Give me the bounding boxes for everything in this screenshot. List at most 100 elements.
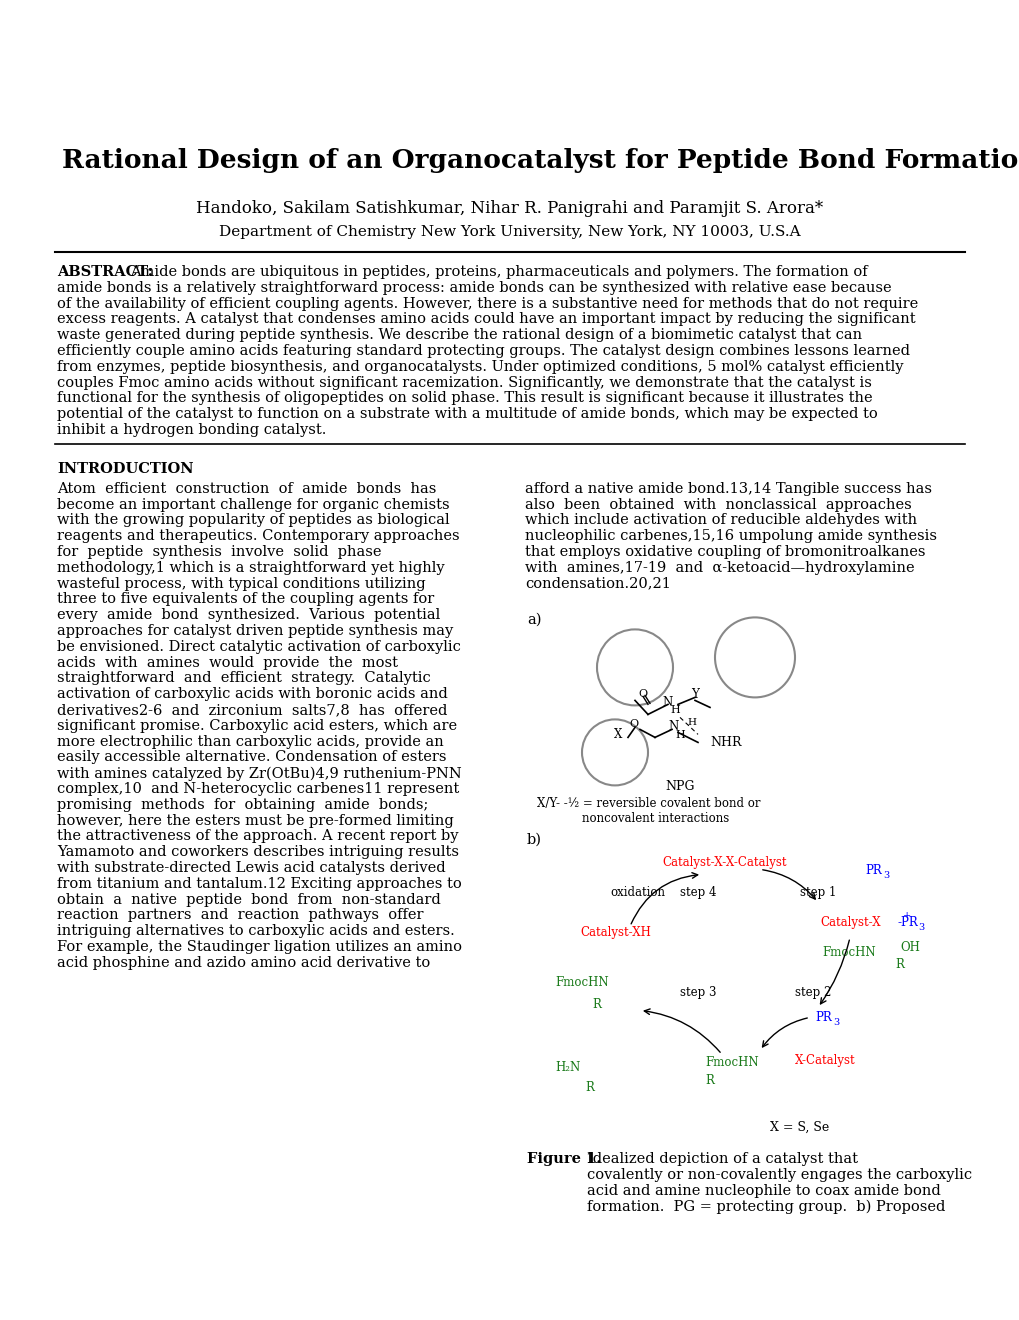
Text: condensation.20,21: condensation.20,21 [525,577,671,590]
Text: couples Fmoc amino acids without significant racemization. Significantly, we dem: couples Fmoc amino acids without signifi… [57,376,871,389]
Text: X = S, Se: X = S, Se [769,1121,828,1134]
Text: OH: OH [899,941,919,954]
Text: methodology,1 which is a straightforward yet highly: methodology,1 which is a straightforward… [57,561,444,574]
Text: step 1: step 1 [799,886,836,899]
Text: of the availability of efficient coupling agents. However, there is a substantiv: of the availability of efficient couplin… [57,297,917,310]
Text: Figure 1.: Figure 1. [527,1152,601,1167]
Text: for  peptide  synthesis  involve  solid  phase: for peptide synthesis involve solid phas… [57,545,381,558]
Text: complex,10  and N-heterocyclic carbenes11 represent: complex,10 and N-heterocyclic carbenes11… [57,781,459,796]
Text: R: R [585,1081,593,1094]
Text: a): a) [527,612,541,627]
Text: be envisioned. Direct catalytic activation of carboxylic: be envisioned. Direct catalytic activati… [57,640,461,653]
Text: become an important challenge for organic chemists: become an important challenge for organi… [57,498,449,512]
Text: NPG: NPG [664,780,694,793]
Text: b): b) [527,833,541,846]
Text: H: H [675,730,684,741]
Text: afford a native amide bond.13,14 Tangible success has: afford a native amide bond.13,14 Tangibl… [525,482,931,496]
Text: ABSTRACT:: ABSTRACT: [57,265,153,279]
Text: reagents and therapeutics. Contemporary approaches: reagents and therapeutics. Contemporary … [57,529,460,544]
Text: PR: PR [864,863,880,876]
Text: nucleophilic carbenes,15,16 umpolung amide synthesis: nucleophilic carbenes,15,16 umpolung ami… [525,529,936,544]
Text: however, here the esters must be pre-formed limiting: however, here the esters must be pre-for… [57,813,453,828]
Text: 3: 3 [833,1018,839,1027]
Text: step 4: step 4 [680,886,715,899]
Text: Catalyst-X-X-Catalyst: Catalyst-X-X-Catalyst [662,855,787,869]
Text: approaches for catalyst driven peptide synthesis may: approaches for catalyst driven peptide s… [57,624,452,638]
Text: Catalyst-X: Catalyst-X [819,916,879,929]
Text: 3: 3 [882,871,889,880]
Text: every  amide  bond  synthesized.  Various  potential: every amide bond synthesized. Various po… [57,609,440,622]
Text: FmocHN: FmocHN [821,946,874,958]
Text: reaction  partners  and  reaction  pathways  offer: reaction partners and reaction pathways … [57,908,423,923]
Text: NHR: NHR [709,737,741,748]
Text: oxidation: oxidation [609,886,664,899]
Text: H: H [669,705,680,715]
Text: Yamamoto and coworkers describes intriguing results: Yamamoto and coworkers describes intrigu… [57,845,459,859]
Text: the attractiveness of the approach. A recent report by: the attractiveness of the approach. A re… [57,829,459,843]
Text: intriguing alternatives to carboxylic acids and esters.: intriguing alternatives to carboxylic ac… [57,924,454,939]
Text: FmocHN: FmocHN [554,975,608,989]
Text: with substrate-directed Lewis acid catalysts derived: with substrate-directed Lewis acid catal… [57,861,445,875]
Text: +: + [902,911,910,920]
Text: N: N [668,719,679,733]
Text: -PR: -PR [897,916,918,929]
Text: O: O [629,719,638,730]
Text: Y: Y [691,688,698,701]
Text: acid and amine nucleophile to coax amide bond: acid and amine nucleophile to coax amide… [586,1184,940,1199]
Text: waste generated during peptide synthesis. We describe the rational design of a b: waste generated during peptide synthesis… [57,329,861,342]
Text: noncovalent interactions: noncovalent interactions [536,812,729,825]
Text: with  amines,17-19  and  α-ketoacid—hydroxylamine: with amines,17-19 and α-ketoacid—hydroxy… [525,561,914,574]
Text: straightforward  and  efficient  strategy.  Catalytic: straightforward and efficient strategy. … [57,672,430,685]
Text: obtain  a  native  peptide  bond  from  non-standard: obtain a native peptide bond from non-st… [57,892,440,907]
Text: H: H [687,718,696,727]
Text: H₂N: H₂N [554,1061,580,1074]
Text: more electrophilic than carboxylic acids, provide an: more electrophilic than carboxylic acids… [57,735,443,748]
Text: R: R [591,998,600,1011]
Text: N: N [662,696,673,709]
Text: 3: 3 [917,923,923,932]
Text: covalently or non-covalently engages the carboxylic: covalently or non-covalently engages the… [586,1168,971,1183]
Text: that employs oxidative coupling of bromonitroalkanes: that employs oxidative coupling of bromo… [525,545,924,558]
Text: functional for the synthesis of oligopeptides on solid phase. This result is sig: functional for the synthesis of oligopep… [57,392,872,405]
Text: step 3: step 3 [680,986,715,999]
Text: from titanium and tantalum.12 Exciting approaches to: from titanium and tantalum.12 Exciting a… [57,876,462,891]
Text: PR: PR [814,1011,830,1024]
Text: Rational Design of an Organocatalyst for Peptide Bond Formation: Rational Design of an Organocatalyst for… [62,148,1019,173]
Text: X-Catalyst: X-Catalyst [794,1053,855,1067]
Text: which include activation of reducible aldehydes with: which include activation of reducible al… [525,513,916,528]
Text: INTRODUCTION: INTRODUCTION [57,462,194,475]
Text: efficiently couple amino acids featuring standard protecting groups. The catalys: efficiently couple amino acids featuring… [57,345,909,358]
Text: amide bonds is a relatively straightforward process: amide bonds can be synthesi: amide bonds is a relatively straightforw… [57,281,891,294]
Text: potential of the catalyst to function on a substrate with a multitude of amide b: potential of the catalyst to function on… [57,407,877,421]
Text: activation of carboxylic acids with boronic acids and: activation of carboxylic acids with boro… [57,688,447,701]
Text: wasteful process, with typical conditions utilizing: wasteful process, with typical condition… [57,577,425,590]
Text: also  been  obtained  with  nonclassical  approaches: also been obtained with nonclassical app… [525,498,911,512]
Text: X/Y- -½ = reversible covalent bond or: X/Y- -½ = reversible covalent bond or [536,797,760,810]
Text: Handoko, Sakilam Satishkumar, Nihar R. Panigrahi and Paramjit S. Arora*: Handoko, Sakilam Satishkumar, Nihar R. P… [197,201,822,216]
Text: Amide bonds are ubiquitous in peptides, proteins, pharmaceuticals and polymers. : Amide bonds are ubiquitous in peptides, … [129,265,867,279]
Text: acid phosphine and azido amino acid derivative to: acid phosphine and azido amino acid deri… [57,956,430,970]
Text: Catalyst-XH: Catalyst-XH [580,925,650,939]
Text: inhibit a hydrogen bonding catalyst.: inhibit a hydrogen bonding catalyst. [57,422,326,437]
Text: with amines catalyzed by Zr(OtBu)4,9 ruthenium-PNN: with amines catalyzed by Zr(OtBu)4,9 rut… [57,766,462,780]
Text: excess reagents. A catalyst that condenses amino acids could have an important i: excess reagents. A catalyst that condens… [57,313,915,326]
Text: acids  with  amines  would  provide  the  most: acids with amines would provide the most [57,656,397,669]
Text: three to five equivalents of the coupling agents for: three to five equivalents of the couplin… [57,593,434,606]
Text: easily accessible alternative. Condensation of esters: easily accessible alternative. Condensat… [57,750,446,764]
Text: step 2: step 2 [794,986,830,999]
Text: from enzymes, peptide biosynthesis, and organocatalysts. Under optimized conditi: from enzymes, peptide biosynthesis, and … [57,360,903,374]
Text: derivatives2-6  and  zirconium  salts7,8  has  offered: derivatives2-6 and zirconium salts7,8 ha… [57,704,447,717]
Text: R: R [894,958,903,972]
Text: significant promise. Carboxylic acid esters, which are: significant promise. Carboxylic acid est… [57,719,457,733]
Text: Atom  efficient  construction  of  amide  bonds  has: Atom efficient construction of amide bon… [57,482,436,496]
Text: promising  methods  for  obtaining  amide  bonds;: promising methods for obtaining amide bo… [57,797,428,812]
Text: with the growing popularity of peptides as biological: with the growing popularity of peptides … [57,513,449,528]
Text: O: O [638,689,647,700]
Text: X: X [613,727,622,741]
Text: FmocHN: FmocHN [704,1056,758,1069]
Text: R: R [704,1074,713,1086]
Text: formation.  PG = protecting group.  b) Proposed: formation. PG = protecting group. b) Pro… [586,1200,945,1214]
Text: Idealized depiction of a catalyst that: Idealized depiction of a catalyst that [586,1152,857,1167]
Text: Department of Chemistry New York University, New York, NY 10003, U.S.A: Department of Chemistry New York Univers… [219,224,800,239]
Text: For example, the Staudinger ligation utilizes an amino: For example, the Staudinger ligation uti… [57,940,462,954]
